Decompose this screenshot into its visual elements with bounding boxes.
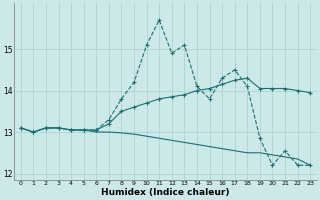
X-axis label: Humidex (Indice chaleur): Humidex (Indice chaleur) [101, 188, 230, 197]
